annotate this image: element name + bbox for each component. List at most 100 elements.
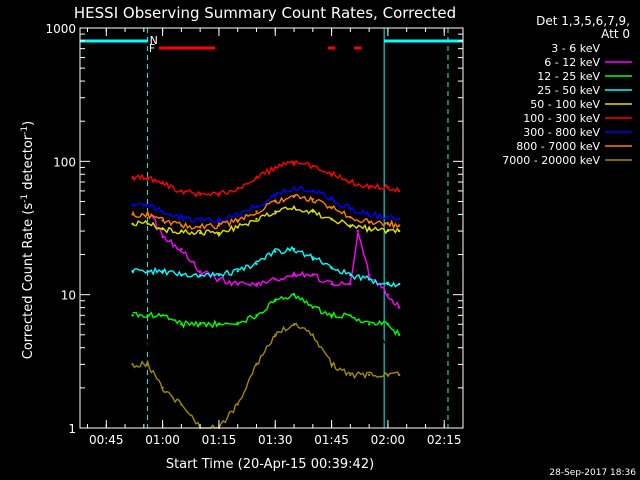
data-point [292,282,296,286]
data-point [367,278,371,281]
data-point [131,314,134,317]
data-point [311,273,315,277]
series-line [131,322,400,429]
data-point [180,273,183,277]
series-line [132,204,400,238]
data-point [146,213,149,216]
data-point [255,176,258,180]
series-line [132,292,400,336]
data-point [146,176,149,180]
y-axis-label-part: ) [21,121,36,126]
data-point [217,231,221,235]
data-point [180,216,183,219]
data-point [217,273,221,277]
data-point [161,269,164,273]
x-tick-label: 01:00 [145,433,180,447]
data-point [146,363,149,366]
data-point [161,200,164,203]
data-point [274,210,277,213]
data-point [367,227,371,231]
series-line [132,185,400,224]
data-point [161,235,164,239]
data-point [255,363,258,366]
data-point [330,197,333,201]
data-point [386,216,390,219]
legend-label: 7000 - 20000 keV [502,154,600,167]
data-point [292,161,296,164]
data-point [330,206,333,209]
data-point [311,197,315,201]
data-point [386,222,390,226]
data-point [292,293,296,296]
data-point [356,229,360,233]
data-point [274,193,277,197]
data-point [146,314,149,317]
axis-ticks: 00:45 01:00 01:15 01:30 01:45 02:00 02:15 1 10 10… [45,22,464,447]
data-point [397,306,401,309]
data-point [292,247,296,251]
plot-area: FN [80,28,463,430]
data-point [397,189,401,193]
data-point [198,323,202,326]
legend-label: 12 - 25 keV [537,70,600,83]
data-point [236,282,239,286]
data-point [236,226,239,229]
data-point [180,253,183,256]
data-point [255,287,258,291]
data-point [236,219,239,222]
y-axis-label-part: detector [21,134,36,194]
data-point [330,282,333,286]
legend-attenuator: Att 0 [601,27,630,41]
data-point [386,293,390,296]
data-point [349,314,352,317]
data-point [274,200,277,203]
data-point [131,213,134,216]
data-point [330,314,333,317]
data-point [217,323,221,326]
data-point [217,293,221,296]
data-point [330,293,333,296]
data-point [161,314,164,317]
data-point [367,185,371,188]
data-point [311,164,315,168]
data-point [198,273,202,277]
data-point [146,269,149,273]
data-point [236,213,239,216]
data-point [255,205,258,208]
data-point [255,282,258,286]
legend-label: 25 - 50 keV [537,84,600,97]
data-point [397,333,401,337]
data-point [367,323,371,326]
data-point [386,373,390,377]
data-point [146,346,149,349]
data-point [255,210,258,213]
data-point [198,219,202,222]
data-point [217,219,221,222]
x-tick-label: 01:45 [314,433,349,447]
data-point [255,217,258,221]
data-point [180,323,183,326]
data-point [349,224,352,227]
data-point [292,273,296,277]
x-axis-label: Start Time (20-Apr-15 00:39:42) [166,457,374,472]
data-point [311,210,315,213]
data-point [180,247,183,251]
y-axis-label-part: Corrected Count Rate (s [21,203,36,360]
data-point [397,373,401,377]
data-point [349,293,352,296]
data-point [161,210,164,213]
data-point [367,373,371,377]
series-line [131,200,400,353]
data-point [367,273,371,277]
data-point [131,222,134,226]
data-point [236,323,239,326]
data-point [274,250,277,253]
legend-label: 3 - 6 keV [551,42,600,55]
data-point [367,213,371,216]
footer-timestamp: 28-Sep-2017 18:36 [549,468,636,478]
data-point [349,373,352,377]
data-point [386,346,390,349]
data-point [131,346,134,349]
data-point [161,227,164,231]
